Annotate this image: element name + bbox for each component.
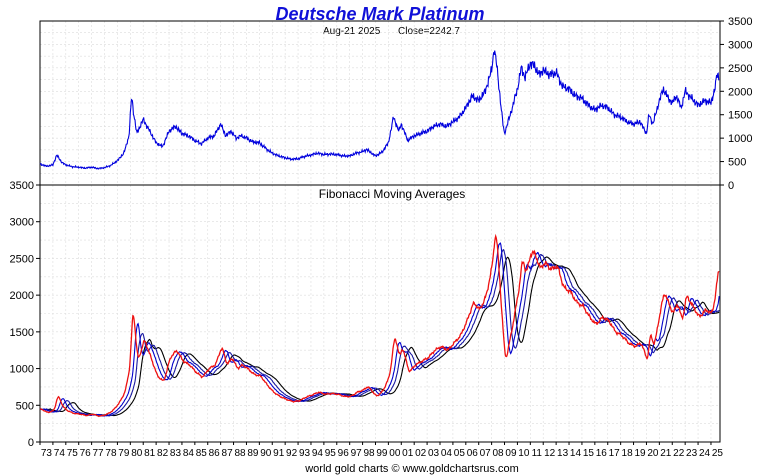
year-tick-label: 77 (93, 448, 105, 459)
ma-y-axis: 0 500 1000 1500 2000 2500 3000 3500 (10, 180, 40, 449)
moving-average-line (39, 233, 720, 418)
year-tick-label: 74 (54, 448, 66, 459)
year-tick-label: 00 (389, 448, 401, 459)
year-tick-label: 85 (196, 448, 208, 459)
year-tick-label: 10 (518, 448, 530, 459)
year-tick-label: 16 (596, 448, 608, 459)
chart-close-value: Close=2242.7 (398, 26, 460, 37)
year-tick-label: 25 (712, 448, 724, 459)
ma-y-tick-label: 1000 (10, 364, 34, 376)
ma-y-tick-label: 500 (16, 400, 34, 412)
price-y-tick-label: 2000 (728, 86, 752, 98)
ma-panel-grid (39, 185, 720, 442)
year-tick-label: 15 (583, 448, 595, 459)
year-tick-label: 91 (273, 448, 285, 459)
year-tick-label: 03 (428, 448, 440, 459)
year-tick-label: 90 (260, 448, 272, 459)
year-tick-label: 11 (532, 448, 543, 459)
year-tick-label: 83 (170, 448, 182, 459)
year-tick-label: 12 (544, 448, 556, 459)
year-tick-label: 05 (454, 448, 466, 459)
price-y-tick-label: 2500 (728, 63, 752, 75)
year-tick-label: 79 (118, 448, 130, 459)
year-tick-label: 94 (312, 448, 324, 459)
year-tick-label: 06 (467, 448, 479, 459)
year-tick-label: 92 (286, 448, 298, 459)
year-tick-label: 76 (80, 448, 92, 459)
price-y-tick-label: 3500 (728, 16, 752, 28)
year-tick-label: 04 (441, 448, 453, 459)
year-tick-label: 17 (609, 448, 621, 459)
ma-panel: Fibonacci Moving Averages 05001000150020… (10, 180, 724, 459)
year-tick-label: 18 (622, 448, 634, 459)
price-y-tick-label: 0 (728, 180, 734, 192)
ma-y-tick-label: 0 (28, 437, 34, 449)
year-tick-label: 88 (234, 448, 246, 459)
year-tick-label: 19 (634, 448, 646, 459)
year-tick-label: 84 (183, 448, 195, 459)
year-tick-label: 80 (131, 448, 143, 459)
year-tick-label: 89 (247, 448, 259, 459)
year-tick-label: 21 (660, 448, 672, 459)
year-tick-label: 20 (647, 448, 659, 459)
price-series (39, 50, 720, 170)
price-panel-grid (39, 21, 720, 185)
chart-date: Aug-21 2025 (323, 26, 381, 37)
ma-y-tick-label: 3000 (10, 217, 34, 229)
year-tick-label: 95 (325, 448, 337, 459)
year-tick-label: 02 (415, 448, 427, 459)
year-tick-label: 81 (144, 448, 156, 459)
year-tick-label: 07 (480, 448, 492, 459)
year-tick-label: 97 (351, 448, 363, 459)
year-tick-label: 22 (673, 448, 685, 459)
ma-panel-title: Fibonacci Moving Averages (319, 187, 466, 201)
year-tick-label: 78 (105, 448, 117, 459)
year-tick-label: 01 (402, 448, 414, 459)
moving-average-line (40, 249, 720, 417)
year-tick-label: 23 (686, 448, 698, 459)
ma-panel-frame (39, 184, 721, 443)
ma-y-tick-label: 2500 (10, 253, 34, 265)
year-tick-label: 09 (505, 448, 517, 459)
moving-average-line (40, 256, 720, 417)
year-tick-label: 99 (376, 448, 388, 459)
ma-y-tick-label: 2000 (10, 290, 34, 302)
year-tick-label: 87 (222, 448, 234, 459)
year-tick-label: 75 (67, 448, 79, 459)
year-tick-label: 98 (363, 448, 375, 459)
price-y-tick-label: 1500 (728, 110, 752, 122)
year-tick-label: 13 (557, 448, 569, 459)
price-y-tick-label: 500 (728, 157, 746, 169)
ma-series (39, 233, 720, 418)
price-line (39, 50, 720, 170)
ma-y-tick-label: 1500 (10, 327, 34, 339)
year-tick-label: 93 (299, 448, 311, 459)
price-panel: 0 500 1000 1500 2000 2500 3000 3500 (39, 16, 752, 192)
ma-y-tick-label: 3500 (10, 180, 34, 192)
year-tick-label: 14 (570, 448, 582, 459)
year-tick-label: 73 (41, 448, 53, 459)
footer-credit: world gold charts © www.goldchartsrus.co… (304, 463, 519, 475)
year-tick-label: 24 (699, 448, 711, 459)
year-tick-label: 82 (157, 448, 169, 459)
year-tick-label: 08 (493, 448, 505, 459)
year-tick-label: 86 (209, 448, 221, 459)
price-y-tick-label: 3000 (728, 39, 752, 51)
chart-title: Deutsche Mark Platinum (275, 4, 484, 24)
price-y-tick-label: 1000 (728, 133, 752, 145)
year-tick-label: 96 (338, 448, 350, 459)
year-axis: 73 74 75 76 77 78 79 80 81 82 83 84 85 86 87 88 89 90 91 92… (39, 442, 724, 459)
price-y-axis: 0 500 1000 1500 2000 2500 3000 3500 (720, 16, 752, 192)
